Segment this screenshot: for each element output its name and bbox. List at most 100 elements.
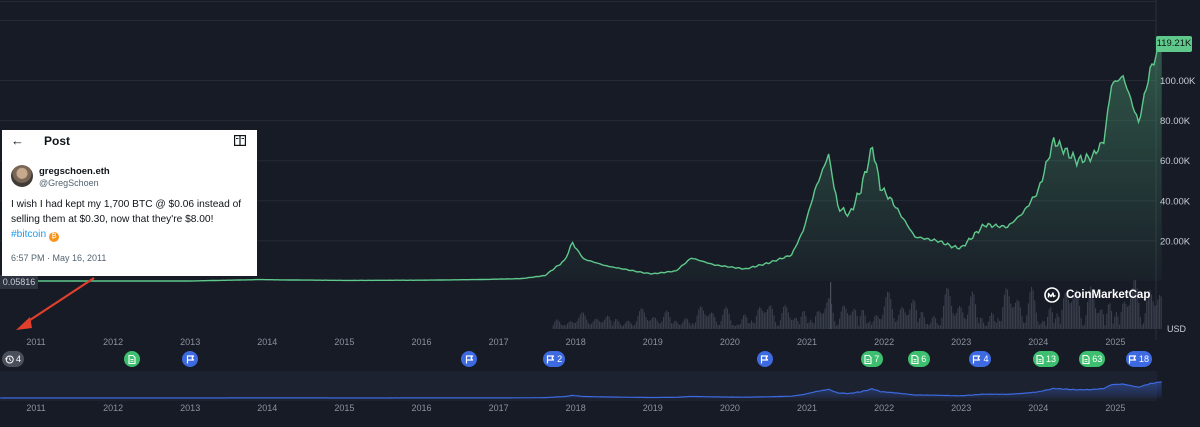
event-marker[interactable]: 6 [907,351,930,367]
volume-bar [917,322,919,329]
volume-bar [981,318,983,329]
volume-bar [1136,288,1138,329]
event-marker[interactable]: 4 [969,351,992,367]
volume-bar [941,317,943,329]
event-marker[interactable]: 18 [1125,351,1152,367]
volume-bar [1115,312,1117,329]
volume-bar [1143,323,1145,329]
volume-bar [563,325,565,329]
volume-bar [762,311,764,329]
volume-bar [672,323,674,329]
volume-bar [1135,279,1137,329]
navigator-tick-label: 2016 [411,403,431,413]
volume-bar [573,323,575,329]
volume-bar [699,306,701,329]
volume-bar [1007,289,1009,329]
document-icon [1036,354,1044,364]
volume-bar [794,318,796,329]
volume-bar [1018,301,1020,329]
volume-bar [559,321,561,329]
volume-bar [791,320,793,329]
event-marker[interactable]: 63 [1079,351,1106,367]
document-icon [911,354,919,364]
volume-bar [735,325,737,329]
volume-bar [1075,289,1077,329]
volume-bar [939,325,941,329]
volume-bar [963,317,965,329]
volume-bar [683,319,685,329]
volume-bar [1087,302,1089,329]
volume-bar [765,312,767,329]
volume-bar [554,321,556,329]
navigator-tick-label: 2024 [1028,403,1048,413]
flag-icon [186,354,195,364]
volume-bar [997,318,999,329]
event-marker[interactable] [182,351,199,367]
volume-bar [586,319,588,329]
event-marker[interactable] [461,351,478,367]
volume-bar [1034,300,1036,329]
volume-bar [627,320,629,329]
volume-bar [715,321,717,329]
volume-bar [669,316,671,329]
back-arrow-icon[interactable]: ← [11,133,24,148]
volume-bar [818,310,820,329]
volume-bar [976,317,978,329]
volume-bar [658,322,660,329]
volume-bar [1074,291,1076,329]
tweet-hashtag[interactable]: #bitcoin [11,229,47,240]
x-tick-label: 2019 [643,337,663,347]
volume-bar [1035,312,1037,329]
volume-bar [779,320,781,329]
volume-bar [783,306,785,329]
volume-bar [1027,303,1029,329]
volume-bar [832,312,834,329]
volume-bar [927,324,929,329]
volume-bar [1072,297,1074,329]
volume-bar [949,296,951,329]
event-count: 4 [16,354,22,364]
tweet-author-handle[interactable]: @GregSchoen [39,178,99,188]
volume-bar [552,325,554,329]
tweet-header-title: Post [44,134,71,148]
volume-bar [810,319,812,329]
volume-bar [1155,304,1157,329]
volume-bar [611,325,613,329]
volume-bar [610,320,612,329]
event-marker[interactable]: 7 [860,351,883,367]
volume-bar [1159,295,1161,329]
volume-bar [951,306,953,329]
volume-bar [954,315,956,329]
volume-bar [685,318,687,329]
coinmarketcap-logo-icon [1044,287,1060,303]
volume-bar [834,321,836,329]
volume-bar [677,323,679,329]
event-marker[interactable] [124,351,141,367]
event-count: 2 [557,354,563,364]
volume-bar [858,325,860,329]
volume-bar [819,312,821,329]
event-marker[interactable]: 2 [543,351,566,367]
event-marker[interactable] [756,351,773,367]
avatar[interactable] [11,165,33,187]
volume-bar [1051,312,1053,329]
volume-bar [1050,307,1052,329]
volume-bar [754,323,756,329]
volume-bar [957,308,959,329]
volume-bar [925,324,927,329]
volume-bar [675,321,677,329]
volume-bar [807,323,809,329]
tweet-author-name[interactable]: gregschoen.eth [39,166,110,177]
volume-bar [600,322,602,329]
volume-bar [915,309,917,329]
volume-bar [994,321,996,329]
volume-bar [741,319,743,329]
volume-bar [746,317,748,329]
event-count: 6 [921,354,927,364]
event-marker[interactable]: 13 [1033,351,1059,367]
volume-bar [775,322,777,329]
event-marker[interactable]: 4 [2,351,24,367]
x-tick-label: 2017 [489,337,509,347]
volume-bar [1029,292,1031,329]
reader-icon[interactable] [234,135,246,146]
